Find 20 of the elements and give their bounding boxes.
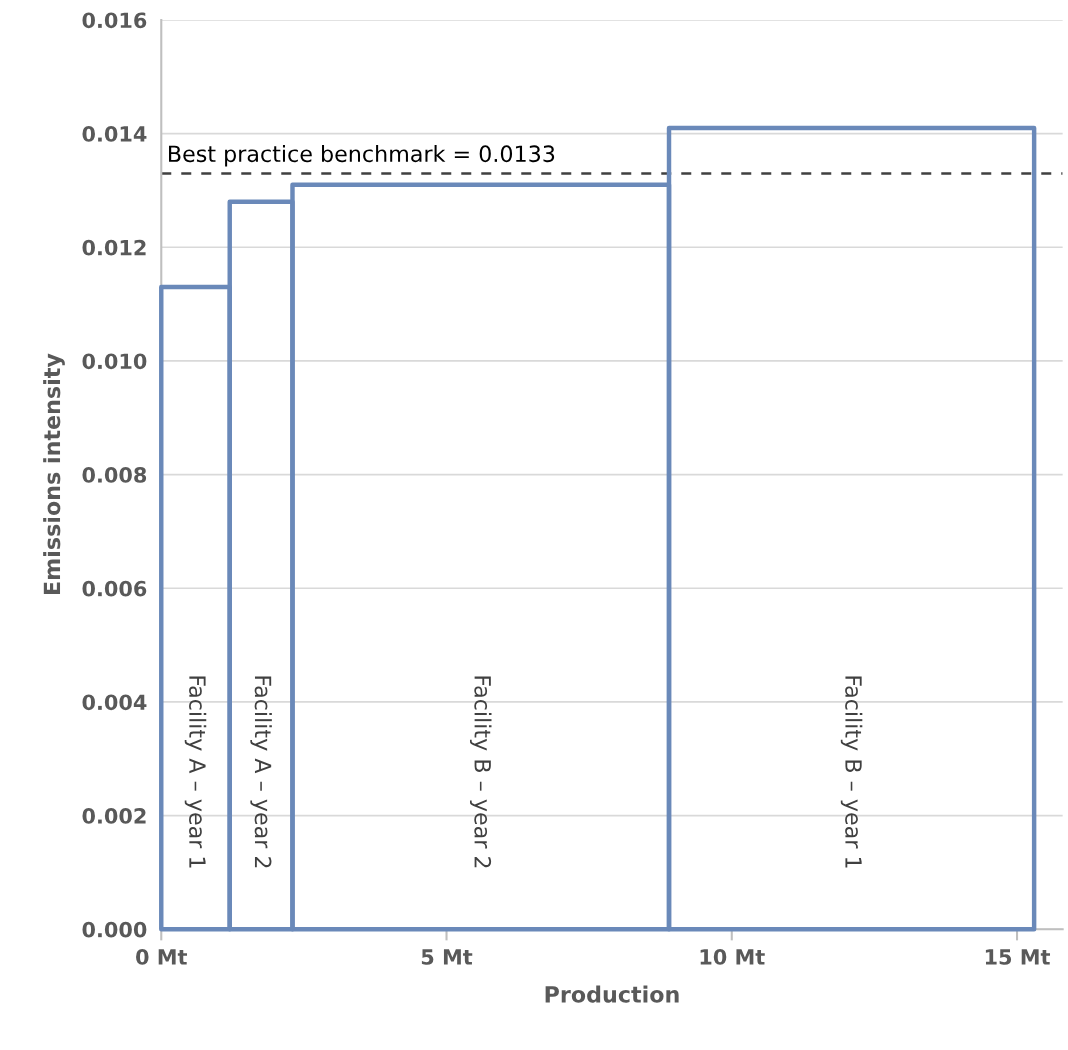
x-tick-label: 10 Mt xyxy=(700,949,765,965)
x-tick-label: 15 Mt xyxy=(985,949,1051,965)
y-tick-label: 0.008 xyxy=(82,467,147,483)
y-tick-label: 0.010 xyxy=(82,353,147,370)
annotation: Facility A – year 1 xyxy=(184,676,207,868)
y-tick-label: 0.004 xyxy=(82,694,147,711)
x-tick-label: 5 Mt xyxy=(421,949,473,965)
y-tick-label: 0.000 xyxy=(82,921,147,938)
ref-line-label: Best practice benchmark = 0.0133 xyxy=(169,144,555,167)
annotation: Facility B – year 2 xyxy=(470,676,492,868)
y-axis-title: Emissions intensity xyxy=(43,353,65,595)
y-tick-label: 0.014 xyxy=(82,126,147,142)
annotation: Facility B – year 1 xyxy=(840,676,863,868)
annotation: Facility A – year 2 xyxy=(250,676,272,868)
y-tick-label: 0.006 xyxy=(82,580,147,597)
y-tick-label: 0.012 xyxy=(82,239,146,256)
y-tick-label: 0.016 xyxy=(82,12,147,29)
x-axis-title: Production xyxy=(545,985,679,1003)
x-tick-label: 0 Mt xyxy=(136,949,188,965)
y-tick-label: 0.002 xyxy=(82,808,146,824)
